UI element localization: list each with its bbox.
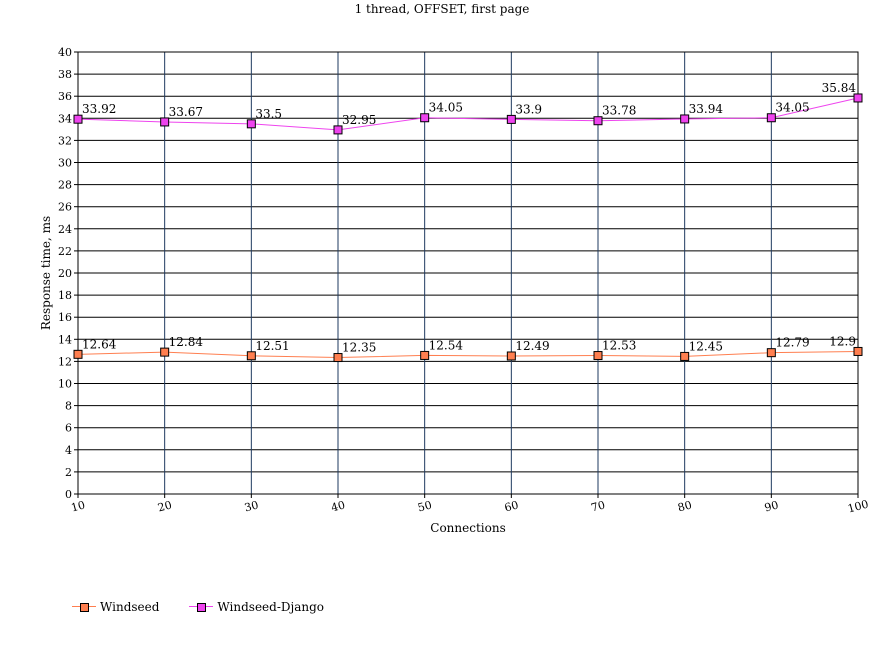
y-tick-label: 12: [58, 355, 72, 368]
legend-item-windseed-django: Windseed-Django: [189, 600, 324, 614]
data-label: 12.51: [255, 339, 289, 353]
data-point: [420, 113, 430, 123]
x-tick-label: 100: [846, 497, 870, 515]
legend: Windseed Windseed-Django: [72, 600, 324, 614]
data-label: 12.49: [515, 339, 549, 353]
data-point: [680, 114, 690, 124]
legend-swatch-windseed-django: [189, 602, 214, 612]
data-label: 12.64: [82, 337, 117, 351]
data-point: [160, 117, 170, 127]
data-label: 34.05: [775, 101, 809, 115]
y-tick-label: 4: [65, 444, 72, 457]
data-point: [506, 351, 516, 361]
chart-title: 1 thread, OFFSET, first page: [354, 2, 530, 16]
series-line: [77, 97, 859, 131]
data-label: 12.84: [169, 335, 204, 349]
y-tick-label: 24: [58, 223, 72, 236]
data-label: 12.35: [342, 341, 376, 355]
data-label: 12.54: [429, 338, 464, 352]
data-label: 33.9: [515, 102, 542, 116]
data-label: 12.45: [689, 339, 723, 353]
x-tick-label: 90: [763, 498, 780, 514]
y-tick-label: 20: [58, 267, 72, 280]
data-point: [160, 347, 170, 357]
y-tick-label: 18: [58, 289, 72, 302]
data-labels: 12.64 12.84 12.51 12.35 12.54 12.49 12.53 12.45…: [82, 81, 856, 355]
y-tick-label: 0: [65, 488, 72, 501]
x-tick-label: 20: [156, 498, 173, 514]
data-label: 33.78: [602, 104, 636, 118]
data-point: [593, 116, 603, 126]
y-tick-label: 22: [58, 245, 72, 258]
plot-frame: [77, 51, 859, 495]
legend-swatch-windseed: [72, 602, 96, 612]
y-tick-label: 26: [58, 201, 72, 214]
y-tick-label: 8: [65, 400, 72, 413]
data-label: 12.9: [829, 334, 856, 348]
data-label: 12.53: [602, 339, 636, 353]
y-tick-label: 34: [58, 112, 72, 125]
legend-item-windseed: Windseed: [72, 600, 159, 614]
data-point: [420, 350, 430, 360]
y-tick-label: 32: [58, 134, 72, 147]
data-point: [246, 351, 256, 361]
data-point: [246, 119, 256, 129]
x-tick-label: 10: [70, 498, 87, 514]
x-tick-label: 40: [330, 498, 347, 514]
y-tick-label: 38: [58, 68, 72, 81]
x-tick-label: 50: [416, 498, 433, 514]
legend-label-windseed-django: Windseed-Django: [217, 600, 325, 614]
y-tick-label: 40: [58, 46, 72, 59]
legend-label-windseed: Windseed: [100, 600, 160, 614]
data-point: [593, 351, 603, 361]
y-tick-label: 10: [58, 378, 72, 391]
data-label: 32.95: [342, 113, 376, 127]
series-line: [77, 350, 859, 359]
data-point: [73, 114, 83, 124]
y-tick-label: 36: [58, 90, 72, 103]
x-tick-label: 70: [590, 498, 607, 514]
data-label: 34.05: [429, 101, 463, 115]
data-point: [853, 346, 863, 356]
data-label: 33.5: [255, 107, 282, 121]
data-point: [73, 349, 83, 359]
data-label: 33.92: [82, 102, 116, 116]
x-tick-label: 30: [243, 498, 260, 514]
data-label: 12.79: [775, 336, 809, 350]
data-label: 33.67: [169, 105, 203, 119]
y-tick-label: 2: [65, 466, 72, 479]
data-label: 33.94: [689, 102, 724, 116]
data-point: [766, 113, 776, 123]
y-tick-label: 28: [58, 179, 72, 192]
x-tick-label: 80: [676, 498, 693, 514]
series-layer: [73, 93, 863, 363]
y-tick-label: 30: [58, 157, 72, 170]
data-point: [333, 353, 343, 363]
y-axis-title: Response time, ms: [39, 216, 53, 330]
y-tick-label: 6: [65, 422, 72, 435]
data-point: [506, 114, 516, 124]
y-tick-label: 16: [58, 311, 72, 324]
x-axis-title: Connections: [430, 521, 505, 535]
data-point: [680, 351, 690, 361]
data-point: [853, 93, 863, 103]
data-label: 35.84: [822, 81, 857, 95]
data-point: [333, 125, 343, 135]
y-tick-label: 14: [58, 333, 72, 346]
x-tick-label: 60: [503, 498, 520, 514]
data-point: [766, 348, 776, 358]
